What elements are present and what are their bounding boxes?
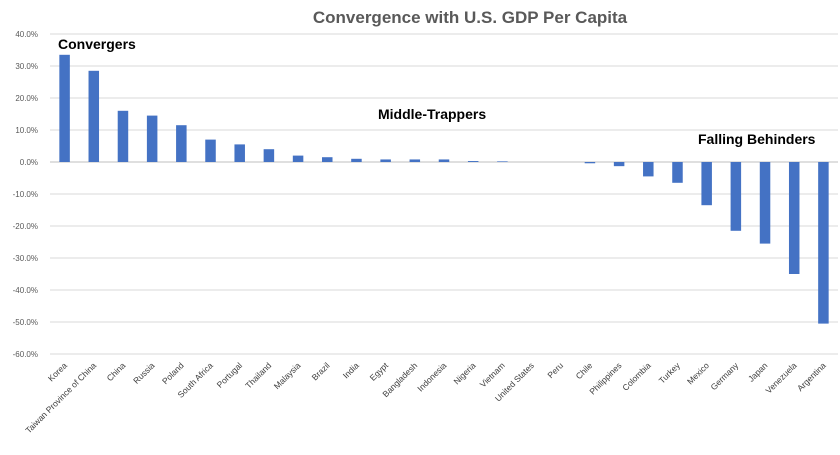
y-tick-label: 0.0% xyxy=(20,158,38,167)
y-tick-label: -20.0% xyxy=(13,222,38,231)
x-tick-label-chile: Chile xyxy=(574,360,595,381)
bar-colombia xyxy=(643,162,654,177)
x-tick-label-india: India xyxy=(341,360,361,380)
bar-bangladesh xyxy=(409,159,421,162)
bar-south-africa xyxy=(205,139,216,162)
x-tick-label-peru: Peru xyxy=(545,360,565,380)
bar-germany xyxy=(730,162,742,231)
bar-portugal xyxy=(234,144,245,162)
annotation-falling-behinders: Falling Behinders xyxy=(698,131,816,147)
y-tick-label: -10.0% xyxy=(13,190,38,199)
x-tick-label-egypt: Egypt xyxy=(368,360,391,383)
bar-taiwan-province-of-china xyxy=(88,70,100,162)
bar-malaysia xyxy=(292,155,304,162)
bar-thailand xyxy=(263,149,275,162)
x-tick-label-colombia: Colombia xyxy=(620,360,653,393)
bar-japan xyxy=(759,162,771,244)
x-tick-label-venezuela: Venezuela xyxy=(763,360,798,395)
x-tick-label-japan: Japan xyxy=(746,360,770,384)
bar-russia xyxy=(146,115,158,162)
y-tick-label: 10.0% xyxy=(15,126,38,135)
bar-india xyxy=(351,158,362,162)
y-axis: -60.0% -50.0% -40.0% -30.0% -20.0% -10.0% 0.0%… xyxy=(13,30,38,359)
x-tick-label-germany: Germany xyxy=(708,360,740,392)
annotation-convergers: Convergers xyxy=(58,36,136,52)
bar-egypt xyxy=(380,159,391,162)
bar-argentina xyxy=(818,162,829,324)
bar-nigeria xyxy=(467,161,479,162)
y-tick-label: -40.0% xyxy=(13,286,38,295)
y-tick-label: 20.0% xyxy=(15,94,38,103)
bar-vietnam xyxy=(497,161,508,162)
y-tick-label: 30.0% xyxy=(15,62,38,71)
chart-title: Convergence with U.S. GDP Per Capita xyxy=(313,8,628,27)
x-tick-label-russia: Russia xyxy=(131,360,157,386)
x-tick-label-poland: Poland xyxy=(160,360,186,386)
bar-poland xyxy=(176,125,187,162)
x-tick-label-nigeria: Nigeria xyxy=(451,360,477,386)
bar-indonesia xyxy=(438,159,450,162)
bar-philippines xyxy=(613,162,625,167)
x-tick-label-thailand: Thailand xyxy=(243,360,273,390)
x-tick-label-philippines: Philippines xyxy=(587,360,623,396)
bars xyxy=(59,54,829,324)
annotations: Convergers Middle-Trappers Falling Behinde… xyxy=(58,36,816,147)
bar-turkey xyxy=(672,162,683,183)
bar-chile xyxy=(584,162,596,164)
x-tick-label-indonesia: Indonesia xyxy=(415,360,448,393)
y-tick-label: -60.0% xyxy=(13,350,38,359)
y-tick-label: 40.0% xyxy=(15,30,38,39)
bar-brazil xyxy=(322,157,333,162)
x-tick-label-brazil: Brazil xyxy=(310,360,332,382)
annotation-middle-trappers: Middle-Trappers xyxy=(378,106,486,122)
x-tick-label-korea: Korea xyxy=(46,360,69,383)
x-tick-label-mexico: Mexico xyxy=(685,360,711,386)
x-tick-label-turkey: Turkey xyxy=(657,360,683,386)
bar-venezuela xyxy=(788,162,800,274)
x-tick-label-argentina: Argentina xyxy=(795,360,828,393)
gridlines xyxy=(50,33,838,355)
bar-mexico xyxy=(701,162,712,206)
y-tick-label: -30.0% xyxy=(13,254,38,263)
y-tick-label: -50.0% xyxy=(13,318,38,327)
x-tick-label-portugal: Portugal xyxy=(215,360,245,390)
x-tick-label-malaysia: Malaysia xyxy=(272,360,303,391)
bar-korea xyxy=(59,54,70,162)
x-tick-label-china: China xyxy=(105,360,128,383)
x-tick-label-vietnam: Vietnam xyxy=(478,360,507,389)
bar-china xyxy=(117,110,129,162)
